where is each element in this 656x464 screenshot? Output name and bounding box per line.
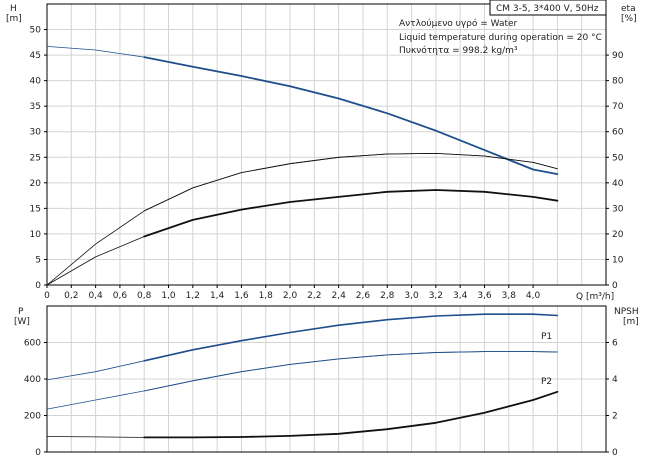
left-axis-tick-label: 600 — [24, 339, 41, 349]
series-p1-bold — [143, 313, 559, 362]
bottom-left-axis-label: P — [18, 307, 24, 317]
right-axis-tick-label: 0 — [612, 281, 618, 291]
series-1-2-thin — [46, 391, 558, 438]
top-left-axis-label: H — [10, 4, 17, 14]
top-left-axis-unit: [m] — [6, 14, 22, 24]
x-axis-tick-label: 0,2 — [64, 291, 78, 301]
left-axis-tick-label: 400 — [24, 375, 41, 385]
right-axis-tick-label: 6 — [612, 339, 618, 349]
left-axis-tick-label: 10 — [30, 230, 42, 240]
x-axis-tick-label: 2,0 — [283, 291, 298, 301]
info-line-fluid: Αντλούμενο υγρό = Water — [399, 18, 518, 29]
x-axis-tick-label: 3,2 — [429, 291, 443, 301]
x-axis-tick-label: 1,2 — [186, 291, 200, 301]
series-0-2-thin — [46, 189, 558, 286]
right-axis-tick-label: 10 — [612, 255, 624, 265]
right-axis-tick-label: 0 — [612, 448, 618, 458]
left-axis-tick-label: 0 — [35, 281, 41, 291]
top-plot-frame — [46, 3, 607, 286]
left-axis-tick-label: 20 — [30, 179, 42, 189]
bottom-right-axis-unit: [m] — [623, 317, 639, 327]
frame-layer — [46, 3, 607, 453]
info-line-temperature: Liquid temperature during operation = 20… — [399, 33, 602, 43]
x-axis-tick-label: 3,0 — [404, 291, 419, 301]
x-axis-tick-label: 0,4 — [88, 291, 103, 301]
series-label-p2: P2 — [541, 377, 552, 387]
right-axis-tick-label: 80 — [612, 77, 624, 87]
x-axis-label: Q [m³/h] — [576, 292, 614, 302]
x-axis-tick-label: 1,4 — [210, 291, 225, 301]
x-axis-tick-label: 0 — [44, 291, 50, 301]
series-0-2-bold — [143, 189, 559, 238]
chart-title: CM 3-5, 3*400 V, 50Hz — [496, 4, 599, 14]
grid-layer — [47, 4, 606, 452]
series-p2-thin — [46, 351, 558, 410]
left-axis-tick-label: 35 — [30, 102, 41, 112]
series-0-1-bold — [143, 153, 558, 212]
x-axis-tick-label: 0,6 — [113, 291, 128, 301]
left-axis-tick-label: 25 — [30, 153, 41, 163]
left-axis-tick-label: 45 — [30, 51, 41, 61]
bottom-left-axis-unit: [W] — [14, 317, 30, 327]
x-axis-tick-label: 1,8 — [259, 291, 274, 301]
right-axis-tick-label: 20 — [612, 230, 624, 240]
left-axis-tick-label: 30 — [30, 128, 42, 138]
x-axis-tick-label: 3,8 — [502, 291, 517, 301]
info-line-density: Πυκνότητα = 998.2 kg/m³ — [399, 45, 518, 56]
left-axis-tick-label: 200 — [24, 412, 41, 422]
series-0-0-bold — [143, 56, 559, 175]
right-axis-tick-label: 4 — [612, 375, 618, 385]
right-axis-tick-label: 2 — [612, 412, 618, 422]
right-axis-tick-label: 90 — [612, 51, 624, 61]
left-axis-tick-label: 0 — [35, 448, 41, 458]
x-axis-tick-label: 0,8 — [137, 291, 152, 301]
left-axis-tick-label: 50 — [30, 26, 42, 36]
x-axis-tick-label: 2,6 — [356, 291, 371, 301]
right-axis-tick-label: 30 — [612, 204, 624, 214]
right-axis-tick-label: 70 — [612, 102, 624, 112]
x-axis-tick-label: 2,8 — [380, 291, 395, 301]
x-axis-tick-label: 3,4 — [453, 291, 468, 301]
series-0-1-thin — [46, 153, 558, 286]
series-layer — [46, 46, 559, 439]
right-axis-tick-label: 60 — [612, 128, 624, 138]
series-1-2-bold — [143, 390, 559, 439]
left-axis-tick-label: 40 — [30, 77, 42, 87]
top-right-axis-unit: [%] — [621, 14, 637, 24]
series-label-p1: P1 — [541, 332, 552, 342]
right-axis-tick-label: 40 — [612, 179, 624, 189]
x-axis-tick-label: 3,6 — [477, 291, 492, 301]
bottom-right-axis-label: NPSH — [614, 307, 639, 317]
x-axis-tick-label: 2,2 — [307, 291, 321, 301]
series-p1-thin — [46, 313, 558, 381]
x-axis-tick-label: 4,0 — [526, 291, 541, 301]
x-axis-tick-label: 1,0 — [161, 291, 176, 301]
left-axis-tick-label: 5 — [35, 255, 41, 265]
x-axis-tick-label: 1,6 — [234, 291, 249, 301]
x-axis-tick-label: 2,4 — [331, 291, 346, 301]
tick-layer: 0510152025303540455001020304050607080900… — [24, 26, 624, 458]
left-axis-tick-label: 15 — [30, 204, 41, 214]
series-p2-bold — [143, 351, 558, 392]
title-box — [489, 0, 607, 16]
series-0-0-thin — [46, 46, 558, 175]
right-axis-tick-label: 50 — [612, 153, 624, 163]
top-right-axis-label: eta — [621, 4, 636, 14]
